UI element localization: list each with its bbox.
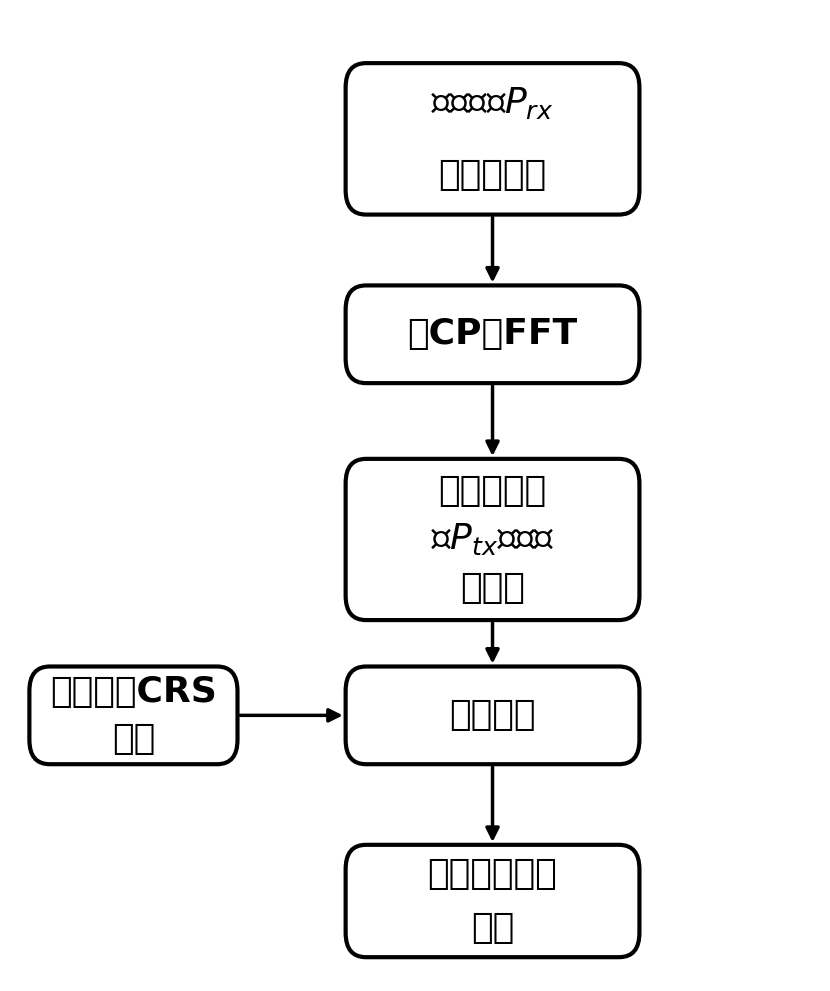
Text: 序列: 序列 (112, 721, 155, 756)
Text: 口$\mathit{P}_{tx}$导频信: 口$\mathit{P}_{tx}$导频信 (431, 521, 554, 558)
Text: 估计: 估计 (471, 911, 514, 945)
Text: 的基带数据: 的基带数据 (438, 159, 547, 192)
Text: 接收天线$\mathit{P}_{rx}$: 接收天线$\mathit{P}_{rx}$ (432, 84, 554, 121)
Text: 计算本地CRS: 计算本地CRS (50, 675, 217, 709)
Text: 去CP和FFT: 去CP和FFT (408, 317, 578, 351)
FancyBboxPatch shape (345, 844, 639, 957)
FancyBboxPatch shape (29, 667, 237, 764)
Text: 提取天线端: 提取天线端 (438, 474, 547, 508)
FancyBboxPatch shape (345, 63, 639, 215)
FancyBboxPatch shape (345, 459, 639, 620)
FancyBboxPatch shape (345, 285, 639, 384)
Text: 共轭相乘: 共轭相乘 (449, 699, 536, 732)
FancyBboxPatch shape (345, 667, 639, 764)
Text: 导频信道初步: 导频信道初步 (427, 857, 558, 891)
Text: 号序列: 号序列 (460, 571, 525, 605)
